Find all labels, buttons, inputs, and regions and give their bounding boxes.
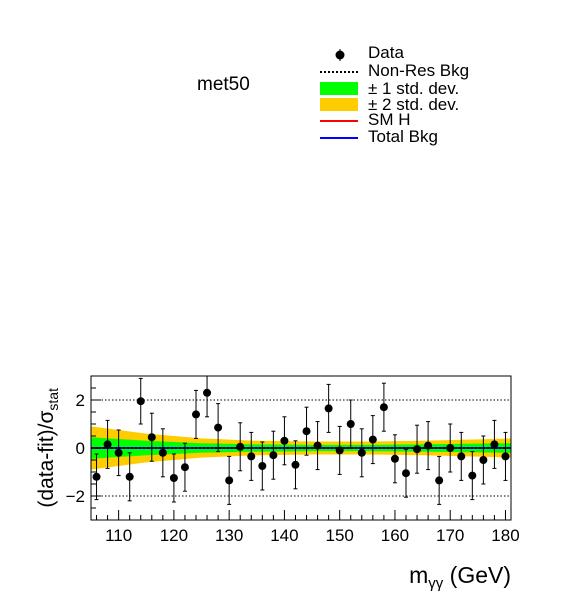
data-point [291, 460, 300, 469]
data-point [225, 476, 234, 485]
data-point [214, 423, 223, 432]
legend-2sigma-label: ± 2 std. dev. [368, 95, 459, 114]
data-point [247, 452, 256, 461]
data-point [92, 472, 101, 481]
gridlines [91, 399, 511, 497]
data-point [335, 446, 344, 455]
data-point [435, 476, 444, 485]
x-tick-label: 180 [491, 526, 519, 545]
data-point [390, 454, 399, 463]
data-point [203, 388, 212, 397]
data-point [136, 397, 145, 406]
data-point [125, 472, 134, 481]
data-point [236, 442, 245, 451]
x-tick-label: 110 [105, 526, 132, 545]
data-point [413, 445, 422, 454]
data-point [269, 451, 278, 460]
x-tick-label: 130 [215, 526, 243, 545]
data-point [280, 436, 289, 445]
legend-1sigma-swatch [320, 82, 358, 95]
legend: Data Non-Res Bkg ± 1 std. dev. ± 2 std. … [320, 43, 469, 146]
category-label: met50 [197, 74, 250, 95]
data-point [169, 474, 178, 482]
data-point [258, 462, 267, 470]
x-axis-title: mγγ (GeV) [409, 562, 511, 592]
data-point [324, 404, 333, 413]
x-axis: 110 120 130 140 150 160 170 180 [96, 510, 520, 545]
data-point [147, 433, 156, 442]
data-point [180, 463, 189, 472]
legend-smh-label: SM H [368, 110, 411, 129]
y-tick-label: −2 [66, 487, 85, 506]
legend-nonres-label: Non-Res Bkg [368, 61, 469, 80]
data-point [457, 452, 466, 461]
data-point [158, 448, 167, 457]
data-point [424, 441, 433, 450]
y-tick-label: 2 [76, 391, 85, 410]
y-axis: −2 0 2 [66, 375, 101, 521]
data-point [313, 441, 322, 450]
data-point [468, 471, 477, 480]
x-tick-label: 140 [270, 526, 298, 545]
legend-total-label: Total Bkg [368, 127, 438, 146]
data-point [402, 469, 410, 478]
data-point [446, 444, 455, 452]
data-point [192, 410, 200, 419]
x-tick-label: 170 [436, 526, 464, 545]
y-axis-title: (data-fit)/σstat [35, 388, 61, 508]
data-point [346, 420, 355, 428]
data-point [379, 403, 388, 412]
y-tick-label: 0 [76, 439, 85, 458]
data-point [501, 452, 510, 461]
data-point [479, 456, 488, 464]
legend-1sigma-label: ± 1 std. dev. [368, 79, 459, 98]
legend-data-label: Data [368, 43, 404, 62]
x-tick-label: 160 [381, 526, 409, 545]
data-point [302, 427, 311, 436]
data-point [114, 448, 123, 457]
data-points [92, 375, 510, 505]
data-point [490, 440, 499, 449]
data-point [103, 440, 112, 449]
data-point [368, 435, 377, 444]
data-point [357, 448, 366, 457]
legend-2sigma-swatch [320, 98, 358, 111]
x-tick-label: 120 [160, 526, 188, 545]
x-tick-label: 150 [325, 526, 353, 545]
